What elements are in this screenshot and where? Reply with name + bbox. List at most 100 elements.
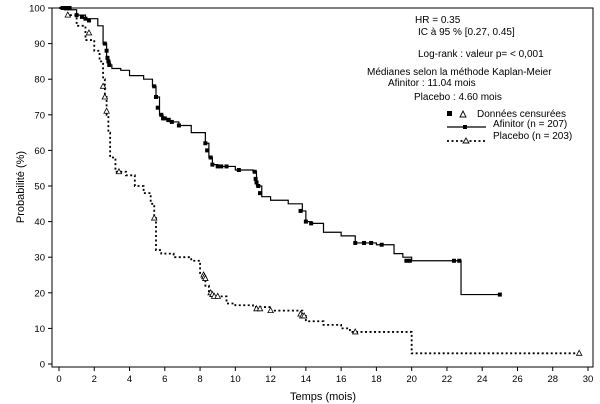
y-tick-label: 50 [34, 182, 45, 193]
y-tick-label: 30 [34, 253, 45, 264]
y-tick-label: 0 [40, 360, 45, 371]
censor-marker-afinitor [83, 16, 88, 21]
censor-marker-afinitor [309, 221, 314, 226]
x-tick-label: 2 [92, 374, 97, 385]
censor-marker-afinitor [159, 112, 164, 117]
x-tick-label: 20 [406, 374, 417, 385]
censor-marker-afinitor [153, 95, 158, 99]
x-tick-label: 12 [265, 374, 276, 385]
censor-marker-placebo [64, 11, 72, 18]
censor-marker-afinitor [303, 219, 308, 224]
y-tick-label: 70 [34, 110, 45, 121]
censor-marker-afinitor [254, 180, 259, 185]
legend-censored-square-icon [447, 111, 452, 116]
x-tick-label: 10 [230, 374, 241, 385]
censor-marker-afinitor [256, 184, 261, 188]
y-axis-label: Probabilité (%) [15, 151, 27, 223]
censor-marker-afinitor [107, 62, 112, 67]
censor-marker-afinitor [155, 105, 160, 110]
censor-marker-afinitor [60, 6, 65, 10]
censor-marker-afinitor [224, 164, 229, 169]
censor-marker-placebo [351, 328, 359, 335]
censor-marker-afinitor [298, 208, 303, 213]
censor-marker-afinitor [219, 164, 224, 169]
censor-marker-afinitor [86, 18, 91, 23]
chart-censor-markers [60, 6, 583, 356]
plot-frame [51, 7, 594, 368]
placebo-median-text: Placebo : 4.60 mois [414, 92, 502, 103]
censor-marker-placebo [101, 93, 109, 100]
censor-marker-afinitor [152, 84, 157, 89]
censor-marker-afinitor [369, 240, 374, 245]
censor-marker-afinitor [407, 258, 412, 263]
censor-marker-afinitor [497, 292, 502, 297]
afinitor-median-text: Afinitor : 11.04 mois [388, 78, 476, 89]
censor-marker-afinitor [353, 240, 358, 245]
y-tick-label: 20 [34, 288, 45, 299]
censor-marker-afinitor [203, 141, 208, 146]
censor-marker-afinitor [74, 13, 79, 18]
logrank-text: Log-rank : valeur p= < 0,001 [418, 49, 544, 60]
censor-marker-afinitor [176, 123, 181, 128]
hazard-ratio-text: HR = 0.35 [415, 15, 461, 26]
censor-marker-placebo [256, 304, 264, 312]
legend-afinitor-marker [463, 125, 467, 129]
censor-marker-afinitor [166, 118, 171, 123]
censor-marker-afinitor [208, 155, 213, 160]
x-axis-label: Temps (mois) [290, 391, 356, 403]
censor-marker-afinitor [106, 59, 111, 64]
censor-marker-afinitor [67, 6, 72, 10]
annotation-block: HR = 0.35 IC à 95 % [0.27, 0.45] Log-ran… [367, 15, 552, 103]
y-tick-label: 80 [34, 75, 45, 86]
censor-marker-afinitor [210, 162, 215, 167]
legend-censored-triangle-icon [459, 109, 467, 118]
censor-marker-placebo [300, 312, 308, 319]
x-tick-label: 30 [583, 374, 594, 385]
censor-marker-placebo [214, 292, 222, 299]
censor-marker-afinitor [169, 119, 174, 124]
x-tick-label: 26 [512, 374, 523, 385]
legend-placebo-marker [462, 137, 470, 144]
censor-marker-afinitor [105, 55, 110, 60]
legend-placebo-label: Placebo (n = 203) [493, 131, 572, 142]
x-tick-label: 18 [371, 374, 382, 385]
legend: Données censurées Afinitor (n = 207) Pla… [447, 109, 572, 144]
censor-marker-placebo [85, 29, 93, 36]
confidence-interval-text: IC à 95 % [0.27, 0.45] [418, 27, 515, 38]
y-tick-label: 40 [34, 217, 45, 228]
censor-marker-afinitor [362, 240, 367, 245]
censor-marker-afinitor [252, 169, 257, 174]
censor-marker-afinitor [253, 176, 258, 181]
censor-marker-afinitor [104, 48, 109, 53]
x-tick-label: 16 [336, 374, 347, 385]
censor-marker-afinitor [457, 258, 462, 263]
censor-marker-afinitor [215, 164, 220, 169]
y-tick-label: 60 [34, 146, 45, 157]
x-tick-label: 6 [162, 374, 167, 385]
censor-marker-placebo [150, 214, 158, 221]
x-tick-label: 4 [127, 374, 132, 385]
censor-marker-afinitor [162, 116, 167, 121]
censor-marker-afinitor [379, 242, 384, 247]
censor-marker-afinitor [451, 258, 456, 263]
chart-ticks: 0 2 4 6 8 10 12 14 16 18 20 22 24 26 28 300102030405060… [29, 4, 593, 386]
censor-marker-placebo [103, 107, 110, 114]
y-tick-label: 100 [29, 4, 45, 15]
censor-marker-afinitor [102, 41, 107, 46]
y-tick-label: 90 [34, 39, 45, 50]
chart-axes [51, 7, 594, 368]
censor-marker-placebo [201, 274, 209, 281]
censor-marker-afinitor [404, 258, 409, 263]
censor-marker-afinitor [64, 6, 69, 10]
legend-title: Données censurées [477, 109, 566, 120]
x-tick-label: 28 [547, 374, 558, 385]
x-tick-label: 8 [197, 374, 202, 385]
censor-marker-placebo [115, 167, 123, 175]
censor-marker-afinitor [236, 167, 241, 172]
censor-marker-placebo [267, 306, 274, 314]
censor-marker-placebo [575, 349, 583, 356]
y-tick-label: 10 [34, 324, 45, 335]
legend-afinitor-label: Afinitor (n = 207) [493, 119, 567, 130]
censor-marker-placebo [99, 82, 107, 89]
